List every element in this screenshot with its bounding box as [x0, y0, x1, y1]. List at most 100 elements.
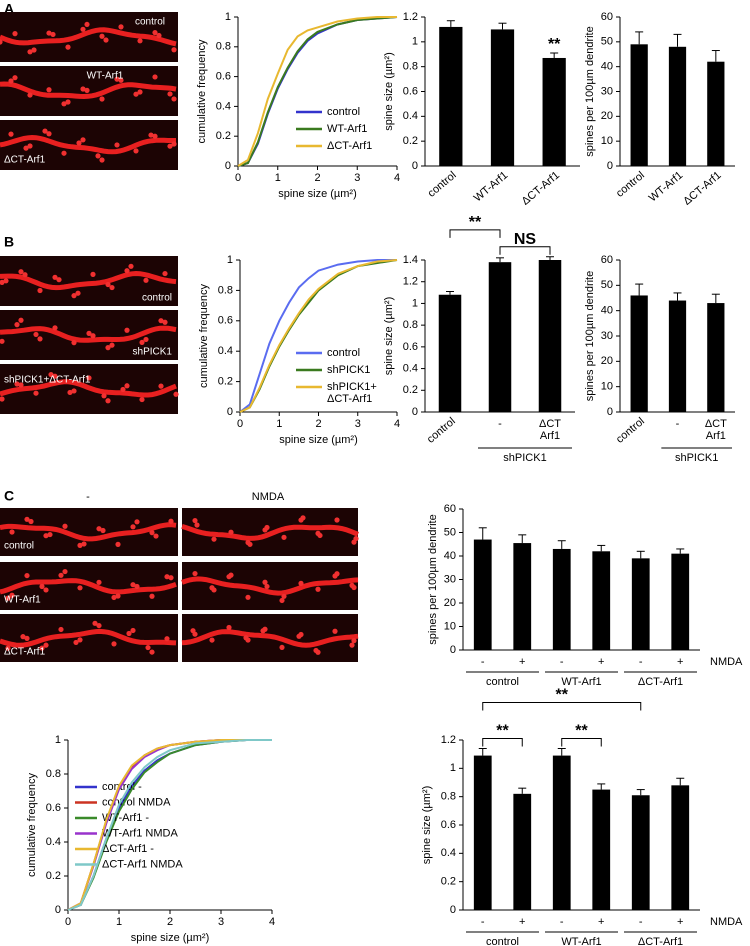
bar: [592, 551, 611, 650]
y-tick-label: 0: [450, 644, 456, 656]
legend-label: shPICK1+ ΔCT-Arf1: [327, 381, 377, 405]
spine: [262, 626, 268, 632]
y-tick-label: 10: [601, 135, 613, 147]
image-label: shPICK1: [133, 347, 173, 358]
spine: [126, 630, 132, 637]
group-label: control: [486, 676, 519, 688]
spine: [264, 583, 270, 590]
spine: [130, 627, 136, 634]
spine: [8, 78, 14, 84]
spine: [103, 37, 109, 43]
y-tick-label: 60: [601, 11, 613, 23]
dendrite: [0, 522, 177, 542]
spine: [171, 96, 177, 102]
x-tick-label: -: [639, 656, 643, 668]
bar: [538, 260, 562, 412]
spine: [61, 101, 67, 107]
x-tick-label: 1: [116, 916, 122, 928]
y-tick-label: 0.8: [46, 768, 61, 780]
spine: [22, 272, 28, 278]
significance: **: [556, 687, 569, 704]
spine: [31, 47, 37, 53]
y-tick-label: 30: [601, 330, 613, 342]
spine: [211, 587, 217, 593]
spine: [152, 133, 158, 139]
spine: [99, 96, 105, 102]
spine: [18, 317, 24, 323]
y-tick-label: 0.8: [403, 61, 418, 73]
spine: [28, 518, 34, 525]
spine: [211, 536, 217, 542]
cdf-line: [239, 259, 398, 413]
x-tick-label: ΔCT Arf1: [539, 418, 561, 442]
spine: [105, 281, 111, 288]
spine: [0, 279, 5, 285]
dendrite: [0, 325, 177, 343]
spine: [62, 568, 68, 575]
significance: **: [548, 36, 561, 53]
spine: [101, 393, 107, 399]
x-tick-label: -: [676, 418, 680, 430]
spine: [12, 31, 18, 37]
legend-label: WT-Arf1: [327, 123, 367, 135]
spine: [37, 336, 43, 342]
dendrite: [0, 27, 177, 47]
spine: [148, 132, 154, 138]
spine: [92, 620, 98, 626]
bar: [631, 795, 650, 910]
spine: [5, 645, 11, 651]
x-tick-label: -: [498, 418, 502, 430]
spine: [96, 622, 102, 629]
bar: [488, 262, 512, 412]
x-tick-label: 3: [354, 172, 360, 184]
spine: [167, 91, 173, 97]
spine: [109, 342, 115, 348]
spine: [84, 87, 90, 93]
y-tick-label: 50: [601, 36, 613, 48]
x-row-label: NMDA: [710, 656, 743, 668]
x-tick-label: 2: [314, 172, 320, 184]
x-tick-label: 0: [235, 172, 241, 184]
spine: [0, 338, 5, 344]
y-tick-label: 0.2: [46, 870, 61, 882]
legend-label: shPICK1: [327, 364, 370, 376]
spine: [84, 21, 90, 28]
spine: [130, 524, 136, 530]
y-tick-label: 10: [601, 381, 613, 393]
spine: [90, 271, 96, 277]
spine: [77, 637, 83, 643]
group-label: control: [486, 936, 519, 946]
spine: [24, 516, 30, 522]
significance-bracket: [449, 229, 501, 238]
x-tick-label: 3: [218, 916, 224, 928]
image-label: WT-Arf1: [4, 595, 41, 606]
spine: [9, 529, 15, 535]
y-tick-label: 0.4: [46, 836, 61, 848]
spine: [115, 541, 121, 547]
group-label: ΔCT-Arf1: [638, 676, 683, 688]
spine: [262, 579, 268, 585]
spine: [111, 641, 117, 647]
spine: [61, 150, 67, 156]
dendrite: [0, 578, 177, 595]
spine: [133, 91, 139, 97]
spine: [192, 570, 198, 577]
bar: [490, 29, 515, 166]
bar: [473, 755, 492, 910]
spine: [300, 515, 306, 521]
significance: **: [575, 723, 588, 740]
spine: [77, 542, 83, 548]
spine: [86, 375, 92, 381]
spine: [332, 628, 338, 634]
y-tick-label: 50: [601, 279, 613, 291]
spine: [47, 531, 53, 538]
panel-label: C: [4, 488, 14, 504]
group-label: shPICK1: [503, 452, 546, 464]
spine: [281, 534, 287, 540]
bar: [707, 303, 725, 412]
spine: [27, 49, 33, 55]
bar: [513, 543, 532, 650]
y-tick-label: 0.6: [46, 802, 61, 814]
spine: [279, 597, 285, 604]
